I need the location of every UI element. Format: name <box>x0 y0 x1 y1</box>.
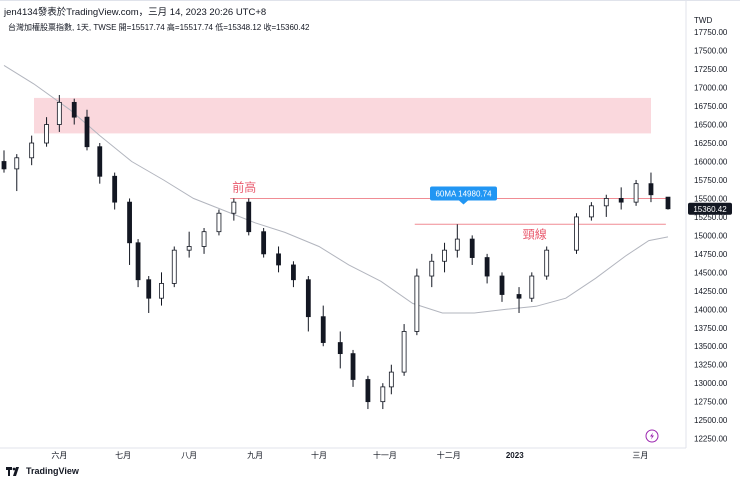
y-tick-label: 17250.00 <box>694 65 728 74</box>
x-tick-label: 三月 <box>632 451 648 460</box>
candle-body <box>442 249 447 262</box>
candle-body <box>71 101 77 118</box>
y-tick-label: 14500.00 <box>694 268 728 277</box>
tradingview-logo-icon <box>6 467 19 476</box>
candle-body <box>618 198 624 203</box>
x-tick-label: 六月 <box>51 450 67 460</box>
candle-body <box>171 249 177 284</box>
tradingview-brand-text: TradingView <box>26 466 79 476</box>
resistance-label: 前高 <box>232 179 256 194</box>
candle-body <box>29 142 35 159</box>
y-tick-label: 16000.00 <box>694 157 728 166</box>
y-tick-label: 13250.00 <box>694 361 728 370</box>
ma-line <box>3 64 669 314</box>
last-price-badge <box>688 202 732 215</box>
candle-body <box>146 279 152 299</box>
candle-body <box>56 101 62 125</box>
candle-body <box>603 198 609 207</box>
top-border <box>0 0 740 1</box>
y-tick-label: 16250.00 <box>694 139 728 148</box>
lightning-icon[interactable] <box>645 429 659 443</box>
y-tick-label: 17500.00 <box>694 47 728 56</box>
y-tick-label: 15750.00 <box>694 176 728 185</box>
candle-body <box>544 249 550 277</box>
candle-body <box>14 157 20 170</box>
candle-body <box>320 316 326 343</box>
candle-body <box>365 379 371 403</box>
candle-body <box>529 275 535 299</box>
x-tick-label: 十月 <box>311 450 327 460</box>
candle-body <box>97 146 103 177</box>
candle-body <box>1 161 7 170</box>
ma-badge <box>430 186 497 201</box>
candle-body <box>84 116 90 148</box>
candle-body <box>337 342 343 355</box>
candle-body <box>484 257 490 277</box>
candle-body <box>135 242 141 281</box>
y-tick-label: 17750.00 <box>694 28 728 37</box>
neckline-label: 頸線 <box>523 226 547 241</box>
candle-body <box>159 283 164 299</box>
candle-body <box>648 183 654 196</box>
candle-body <box>454 238 460 251</box>
x-tick-label: 十二月 <box>437 450 461 460</box>
y-tick-label: 16500.00 <box>694 121 728 130</box>
candle-body <box>429 260 435 277</box>
candle-body <box>127 201 132 244</box>
x-tick-label: 八月 <box>181 451 197 460</box>
ma-badge-text: 60MA 14980.74 <box>435 189 492 198</box>
y-tick-label: 14750.00 <box>694 250 728 259</box>
candle-body <box>261 231 267 255</box>
candle-body <box>350 353 356 380</box>
candle-body <box>201 231 207 247</box>
y-tick-label: 15500.00 <box>694 194 728 203</box>
candle-body <box>516 294 522 299</box>
candle-body <box>499 275 505 295</box>
x-tick-label: 七月 <box>115 451 131 460</box>
currency-label: TWD <box>694 16 712 25</box>
candle-body <box>401 331 407 373</box>
y-tick-label: 16750.00 <box>694 102 728 111</box>
y-tick-label: 15250.00 <box>694 213 728 222</box>
x-tick-label: 九月 <box>247 451 263 460</box>
candle-body <box>469 238 475 258</box>
candle-body <box>291 264 296 281</box>
candle-body <box>305 279 311 318</box>
candle-body <box>112 175 118 203</box>
candle-body <box>665 196 671 210</box>
ma-badge-pointer <box>459 200 468 205</box>
candle-body <box>588 205 594 218</box>
y-tick-label: 13500.00 <box>694 342 728 351</box>
candle-body <box>380 386 386 403</box>
publish-title: jen4134發表於TradingView.com，三月 14, 2023 20… <box>4 7 267 18</box>
y-tick-label: 12750.00 <box>694 398 728 407</box>
candle-body <box>574 216 579 251</box>
y-tick-label: 12250.00 <box>694 435 728 444</box>
supply-zone <box>34 97 651 134</box>
last-price-text: 15360.42 <box>693 205 727 214</box>
y-tick-label: 14250.00 <box>694 287 728 296</box>
y-tick-label: 12500.00 <box>694 416 728 425</box>
y-tick-label: 13750.00 <box>694 324 728 333</box>
candle-body <box>276 253 281 266</box>
y-tick-label: 15000.00 <box>694 231 728 240</box>
candle-body <box>246 201 252 233</box>
candle-body <box>414 275 420 332</box>
candle-body <box>633 183 639 203</box>
x-tick-label: 十一月 <box>373 450 397 460</box>
candle-body <box>186 246 192 251</box>
y-tick-label: 14000.00 <box>694 305 728 314</box>
candle-body <box>231 201 237 214</box>
candle-body <box>216 212 222 233</box>
candle-body <box>44 124 49 144</box>
footer-brand: TradingView <box>6 466 79 476</box>
symbol-ohlc-legend: 台灣加權股票指數, 1天, TWSE 開=15517.74 高=15517.74… <box>8 23 310 32</box>
x-tick-label: 2023 <box>506 451 524 460</box>
candle-body <box>388 371 394 388</box>
y-tick-label: 13000.00 <box>694 379 728 388</box>
y-tick-label: 17000.00 <box>694 84 728 93</box>
